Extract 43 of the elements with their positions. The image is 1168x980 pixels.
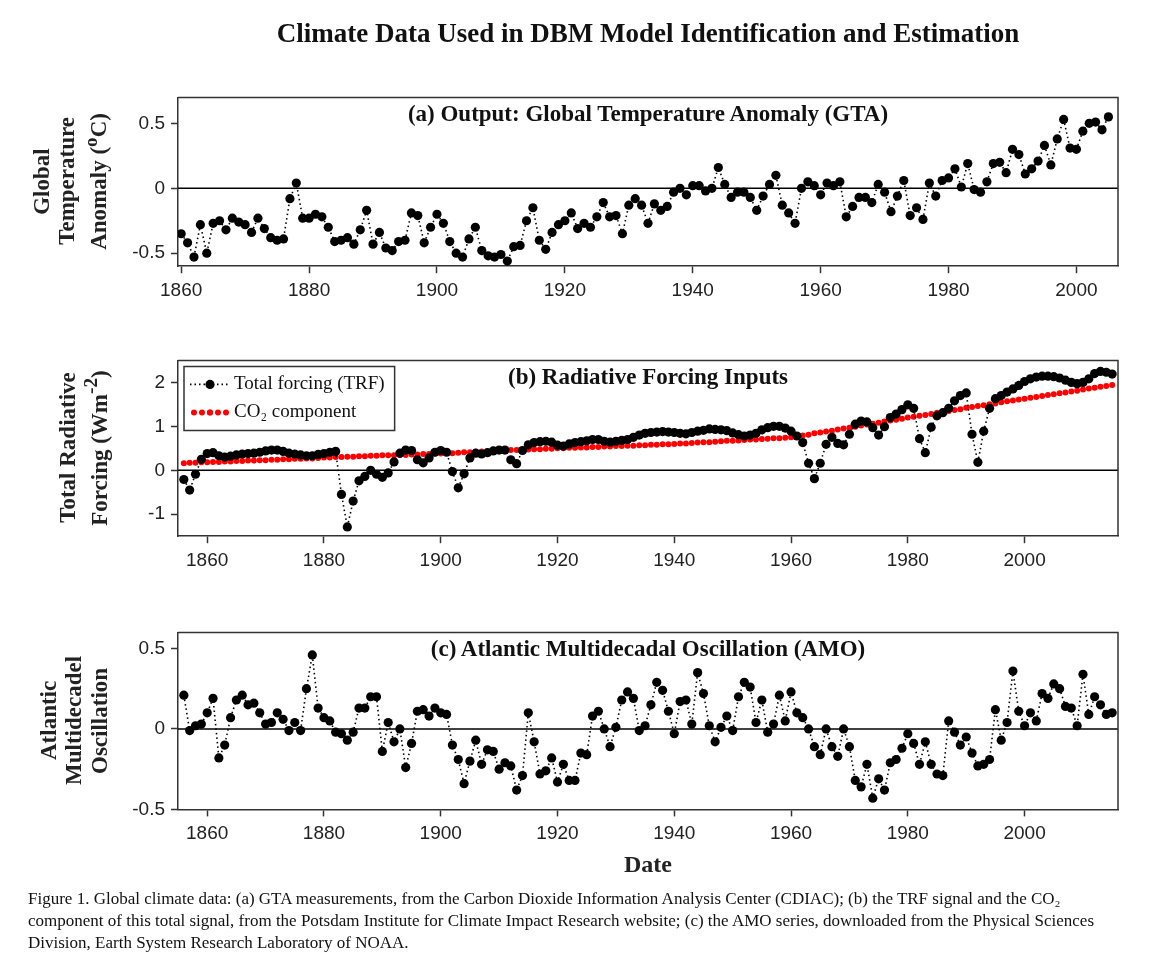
x-tick-label: 1940	[653, 548, 696, 570]
y-tick-label: 0	[154, 458, 165, 480]
x-tick-label: 1880	[302, 548, 346, 570]
x-tick-label: 1880	[287, 278, 331, 300]
y-tick-label: 2	[154, 370, 165, 392]
x-axis-title: Date	[624, 850, 673, 877]
x-tick-label: 1920	[536, 548, 579, 570]
y-tick-label: 0.5	[138, 636, 165, 658]
x-tick-label: 2000	[1003, 822, 1046, 844]
x-tick-label: 1920	[543, 278, 587, 300]
x-tick-label: 1860	[186, 548, 229, 570]
x-tick-label: 1960	[769, 548, 813, 570]
x-tick-label: 1980	[886, 548, 929, 570]
x-tick-label: 1960	[799, 278, 842, 300]
x-tick-label: 1860	[160, 278, 203, 300]
text: Climate Data Used in DBM Model Identification and Estimation	[275, 18, 1021, 49]
y-tick-label: 1	[154, 414, 165, 436]
y-tick-label: -1	[148, 502, 165, 524]
x-tick-label: 1920	[536, 822, 579, 844]
y-tick-label: -0.5	[132, 241, 165, 263]
x-tick-label: 2000	[1055, 278, 1098, 300]
x-tick-label: 2000	[1003, 548, 1046, 570]
legend-label: Total forcing (TRF)	[234, 372, 385, 395]
x-tick-label: 1940	[653, 822, 696, 844]
x-tick-label: 1900	[419, 822, 462, 844]
x-tick-label: 1860	[186, 822, 229, 844]
y-tick-label: 0	[154, 176, 165, 198]
caption: Figure 1. Global climate data: (a) GTA measurements, from the Carbon Dioxide Information Analysis Center (CDIAC); (b) the TRF signal and the CO₂ component of this total signal, from the Potsdam Institute for Climate Impact Research website; (c) the AMO series, downloaded from the Physical Sciences Division, Earth System Research Laboratory of NOAA.	[28, 888, 1096, 955]
y-tick-label: -0.5	[132, 797, 165, 819]
x-tick-label: 1980	[886, 822, 929, 844]
x-tick-label: 1980	[927, 278, 970, 300]
x-tick-label: 1900	[415, 278, 459, 300]
x-tick-label: 1900	[419, 548, 462, 570]
chart-title: (c) Atlantic Multidecadal Oscillation (AMO)	[430, 635, 866, 661]
chart-title: (a) Output: Global Temperature Anomaly (GTA)	[407, 100, 889, 126]
y-axis-title: Atlantic Multidecadel Oscillation	[36, 655, 112, 788]
y-tick-label: 0.5	[138, 111, 165, 133]
legend-label: CO₂ component	[234, 400, 357, 422]
chart-title: (b) Radiative Forcing Inputs	[507, 363, 789, 389]
x-tick-label: 1940	[671, 278, 714, 300]
x-tick-label: 1880	[302, 822, 346, 844]
y-tick-label: 0	[154, 717, 165, 739]
x-tick-label: 1960	[769, 822, 813, 844]
